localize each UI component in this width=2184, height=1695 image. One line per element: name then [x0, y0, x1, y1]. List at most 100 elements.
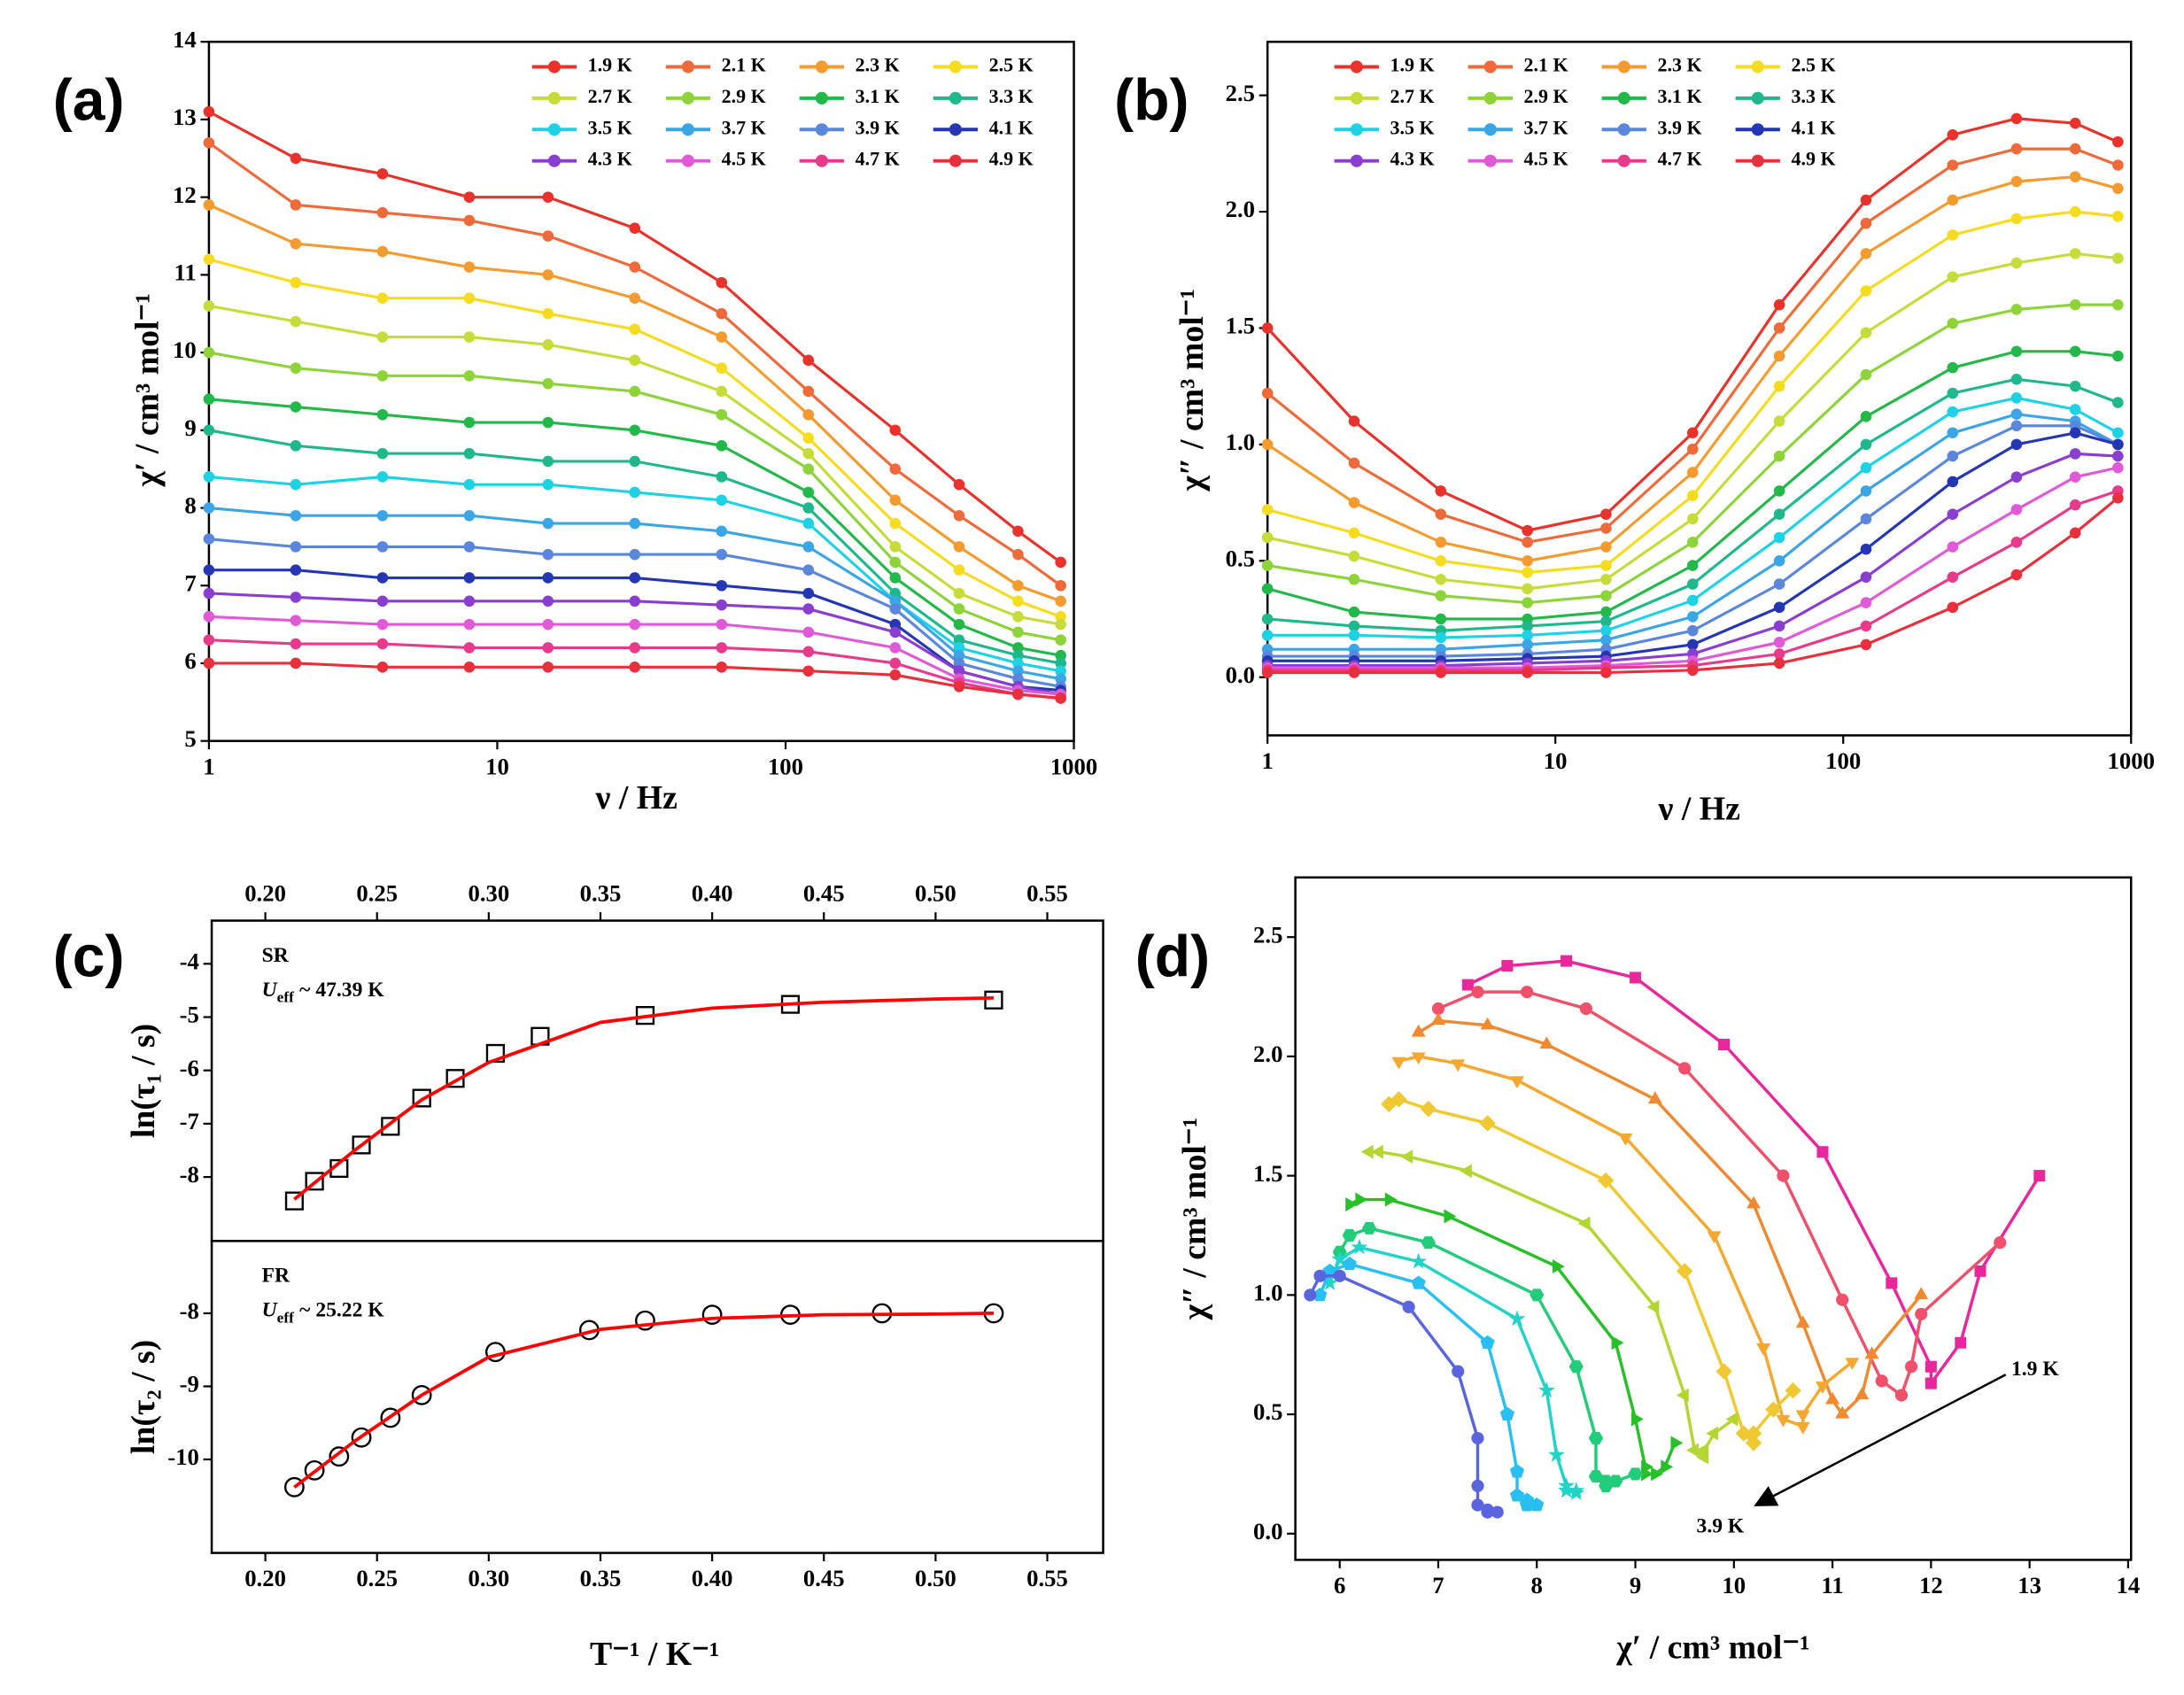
data-point — [1860, 513, 1872, 525]
data-point — [1864, 1346, 1879, 1359]
data-point — [2069, 205, 2081, 218]
data-point — [542, 455, 554, 468]
data-point — [1686, 578, 1699, 590]
plot-frame — [210, 919, 1104, 1242]
y-axis-label: χ′ / cm³ mol⁻¹ — [129, 293, 167, 487]
data-point — [1509, 1464, 1525, 1478]
x-tick-label: 10 — [485, 753, 509, 779]
data-point — [1055, 673, 1066, 685]
data-point — [1773, 657, 1785, 669]
legend-marker — [815, 91, 828, 104]
data-point — [2010, 304, 2023, 315]
data-point — [1886, 1277, 1898, 1289]
data-point — [1351, 1238, 1368, 1255]
data-point — [1686, 594, 1699, 607]
data-point — [983, 1303, 1004, 1324]
y-tick-label: 1.0 — [1226, 429, 1255, 455]
data-point — [542, 618, 554, 631]
data-point — [2010, 213, 2023, 225]
data-point — [2069, 427, 2081, 439]
arrow — [1754, 1374, 2007, 1506]
data-point — [1261, 438, 1274, 451]
data-point — [802, 385, 815, 398]
series-line — [1266, 147, 2118, 544]
data-point — [1348, 527, 1360, 539]
data-point — [1435, 631, 1447, 644]
data-point — [1686, 443, 1699, 455]
data-point — [1579, 1002, 1592, 1016]
y-axis-label: χ″ / cm³ mol⁻¹ — [1176, 1118, 1213, 1321]
data-point — [1452, 1365, 1465, 1378]
data-point — [1055, 556, 1066, 569]
x-tick-label: 0.30 — [468, 879, 509, 906]
plot-frame — [210, 1240, 1104, 1554]
data-point — [629, 222, 641, 235]
data-point — [1055, 611, 1066, 623]
data-point — [463, 214, 476, 227]
data-point — [2069, 471, 2081, 483]
data-point — [1773, 554, 1785, 567]
data-point — [203, 564, 215, 576]
data-point — [203, 587, 215, 600]
data-point — [1773, 601, 1785, 614]
legend-marker — [1350, 60, 1363, 74]
data-point — [629, 618, 641, 631]
legend-label: 3.1 K — [856, 85, 900, 107]
data-point — [376, 510, 389, 522]
series-line — [208, 507, 1061, 681]
data-point — [1451, 1059, 1466, 1072]
x-tick-label: 0.55 — [1026, 1565, 1068, 1591]
legend-marker — [1350, 91, 1363, 104]
annotation-part: eff — [277, 989, 294, 1006]
y-tick-label: -10 — [167, 1443, 199, 1470]
data-point — [463, 572, 476, 584]
data-point — [629, 486, 641, 499]
data-point — [1499, 1406, 1515, 1421]
data-point — [2112, 397, 2124, 408]
data-point — [1860, 194, 1872, 206]
data-point — [1676, 1388, 1689, 1403]
legend-label: 1.9 K — [588, 54, 632, 76]
data-point — [2010, 569, 2023, 581]
data-point — [1718, 1038, 1731, 1050]
data-point — [1012, 649, 1024, 662]
data-point — [290, 615, 302, 627]
data-point — [1765, 1401, 1782, 1418]
y-tick-label: 13 — [173, 104, 197, 130]
data-point — [290, 564, 302, 576]
data-point — [351, 1427, 372, 1448]
x-tick-label: 0.25 — [356, 1565, 398, 1591]
data-point — [380, 1407, 401, 1428]
data-point — [1261, 583, 1274, 595]
series-line — [1266, 303, 2118, 605]
series-line — [208, 398, 1061, 657]
data-point — [1012, 579, 1024, 592]
data-point — [1012, 525, 1024, 538]
data-point — [1460, 1164, 1472, 1179]
y-tick-label: -6 — [180, 1055, 199, 1081]
data-point — [716, 579, 728, 592]
data-point — [2112, 350, 2124, 362]
data-point — [1773, 298, 1785, 311]
data-point — [953, 603, 965, 615]
x-tick-label: 0.50 — [915, 1565, 956, 1591]
annotation: FR — [262, 1265, 290, 1288]
x-axis-label: χ′ / cm³ mol⁻¹ — [1615, 1629, 1809, 1666]
y-tick-label: 0.0 — [1253, 1518, 1282, 1544]
data-point — [1715, 1363, 1732, 1380]
legend-label: 4.5 K — [722, 148, 766, 170]
data-point — [1348, 667, 1360, 678]
data-point — [716, 276, 728, 289]
data-point — [1435, 667, 1447, 678]
data-point — [1686, 1443, 1699, 1458]
fit-line — [293, 1312, 994, 1489]
data-point — [463, 618, 476, 631]
y-tick-label: 5 — [184, 725, 196, 752]
data-point — [376, 572, 389, 584]
data-point — [376, 471, 389, 483]
data-point — [203, 253, 215, 266]
data-point — [1430, 1012, 1445, 1026]
data-point — [1860, 438, 1872, 451]
legend-marker — [949, 154, 962, 167]
data-point — [376, 168, 389, 180]
